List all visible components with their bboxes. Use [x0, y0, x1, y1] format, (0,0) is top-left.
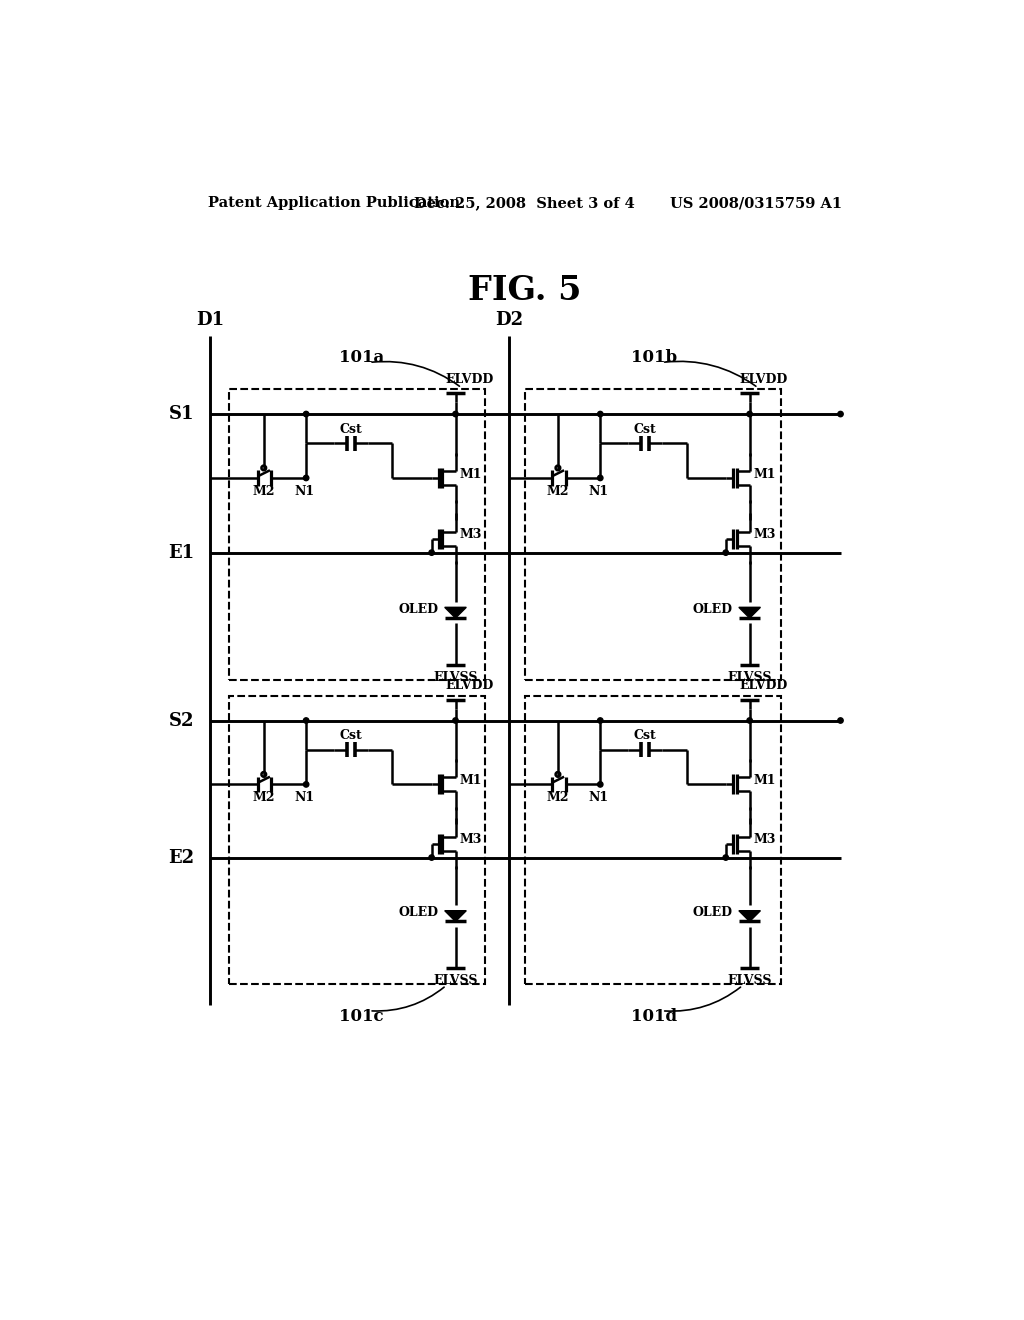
Circle shape — [303, 412, 309, 417]
Text: Cst: Cst — [634, 730, 656, 742]
Circle shape — [723, 855, 728, 861]
Text: N1: N1 — [295, 791, 314, 804]
Text: M2: M2 — [547, 791, 569, 804]
Circle shape — [598, 718, 603, 723]
Circle shape — [303, 718, 309, 723]
Text: Cst: Cst — [339, 422, 362, 436]
Circle shape — [723, 550, 728, 556]
Text: Dec. 25, 2008  Sheet 3 of 4: Dec. 25, 2008 Sheet 3 of 4 — [415, 197, 635, 210]
Circle shape — [598, 475, 603, 480]
Circle shape — [838, 718, 843, 723]
Circle shape — [746, 412, 753, 417]
Circle shape — [429, 855, 434, 861]
Circle shape — [838, 412, 843, 417]
Circle shape — [746, 718, 753, 723]
Text: E1: E1 — [168, 544, 195, 561]
Text: ELVDD: ELVDD — [739, 372, 787, 385]
Bar — [229, 696, 484, 983]
Text: M3: M3 — [460, 528, 481, 541]
Text: M3: M3 — [754, 833, 776, 846]
Text: M1: M1 — [754, 774, 776, 787]
Text: M3: M3 — [754, 528, 776, 541]
Circle shape — [598, 781, 603, 787]
Text: ELVSS: ELVSS — [727, 671, 772, 684]
Text: ELVSS: ELVSS — [433, 974, 478, 987]
Text: OLED: OLED — [398, 907, 438, 920]
Text: M3: M3 — [460, 833, 481, 846]
Text: M1: M1 — [754, 467, 776, 480]
Text: US 2008/0315759 A1: US 2008/0315759 A1 — [670, 197, 842, 210]
Text: 101d: 101d — [631, 1007, 677, 1024]
Text: M2: M2 — [253, 791, 275, 804]
Polygon shape — [444, 911, 466, 921]
Text: Cst: Cst — [339, 730, 362, 742]
Circle shape — [453, 718, 458, 723]
Text: 101a: 101a — [339, 348, 384, 366]
Text: S2: S2 — [169, 711, 195, 730]
Text: ELVDD: ELVDD — [739, 680, 787, 693]
Circle shape — [598, 412, 603, 417]
Bar — [524, 389, 781, 681]
Text: Patent Application Publication: Patent Application Publication — [208, 197, 460, 210]
Text: D1: D1 — [196, 312, 224, 329]
Bar — [229, 389, 484, 681]
Text: D2: D2 — [496, 312, 523, 329]
Polygon shape — [444, 607, 466, 618]
Circle shape — [429, 550, 434, 556]
Text: OLED: OLED — [692, 907, 733, 920]
Text: E2: E2 — [168, 849, 195, 866]
Text: N1: N1 — [589, 484, 609, 498]
Text: M2: M2 — [547, 484, 569, 498]
Text: M1: M1 — [460, 467, 482, 480]
Text: N1: N1 — [295, 484, 314, 498]
Text: ELVSS: ELVSS — [433, 671, 478, 684]
Circle shape — [453, 412, 458, 417]
Polygon shape — [739, 911, 761, 921]
Text: M1: M1 — [460, 774, 482, 787]
Text: ELVDD: ELVDD — [445, 372, 494, 385]
Text: Cst: Cst — [634, 422, 656, 436]
Text: OLED: OLED — [398, 603, 438, 616]
Polygon shape — [739, 607, 761, 618]
Text: S1: S1 — [169, 405, 195, 422]
Text: M2: M2 — [253, 484, 275, 498]
Text: 101c: 101c — [339, 1007, 384, 1024]
Text: ELVSS: ELVSS — [727, 974, 772, 987]
Text: FIG. 5: FIG. 5 — [468, 275, 582, 308]
Bar — [524, 696, 781, 983]
Circle shape — [303, 475, 309, 480]
Text: OLED: OLED — [692, 603, 733, 616]
Circle shape — [303, 781, 309, 787]
Text: N1: N1 — [589, 791, 609, 804]
Text: ELVDD: ELVDD — [445, 680, 494, 693]
Text: 101b: 101b — [631, 348, 677, 366]
